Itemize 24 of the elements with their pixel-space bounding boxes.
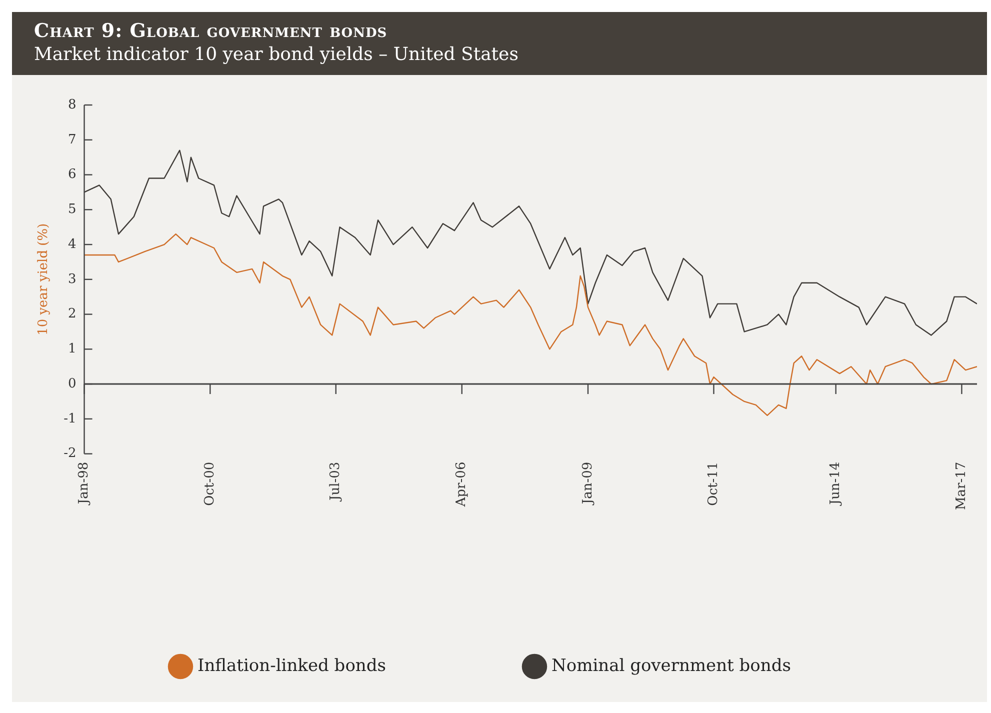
x-tick-label: Jul-03 (328, 462, 344, 502)
y-axis-title: 10 year yield (%) (36, 223, 52, 336)
x-tick-label: Oct-00 (202, 462, 218, 506)
y-tick-label: 3 (68, 272, 76, 287)
x-tick-label: Jan-09 (580, 462, 596, 506)
x-tick-label: Mar-17 (954, 462, 970, 510)
y-tick-label: 7 (68, 132, 76, 148)
y-tick-label: 4 (68, 236, 76, 252)
y-tick-label: 2 (68, 306, 76, 322)
chart-subtitle: Market indicator 10 year bond yields – United States (34, 44, 520, 65)
x-tick-label: Jan-98 (76, 462, 92, 506)
legend-label: Inflation-linked bonds (198, 656, 386, 676)
y-tick-label: 8 (68, 97, 76, 112)
legend-label: Nominal government bonds (551, 656, 791, 676)
y-tick-label: 1 (68, 342, 76, 357)
x-tick-label: Apr-06 (454, 462, 470, 508)
y-tick-label: -2 (64, 446, 76, 462)
y-tick-label: 5 (68, 202, 76, 218)
y-tick-label: 0 (68, 376, 76, 392)
x-tick-label: Oct-11 (706, 462, 722, 506)
chart-title: Chart 9: Global government bonds (34, 20, 388, 42)
y-tick-label: 6 (68, 167, 76, 182)
y-tick-label: -1 (64, 411, 76, 426)
x-tick-label: Jun-14 (828, 462, 844, 507)
